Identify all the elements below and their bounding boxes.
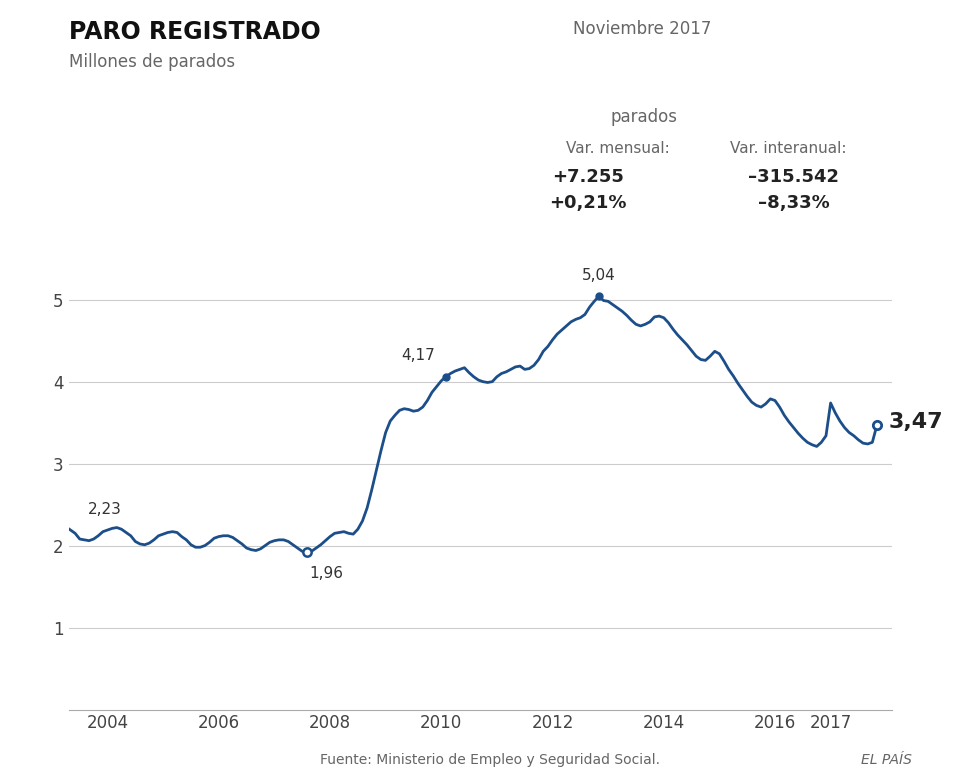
Text: 3.474.281: 3.474.281 <box>577 66 710 89</box>
Text: parados: parados <box>611 108 677 126</box>
Text: 5,04: 5,04 <box>582 268 615 283</box>
Text: Fuente: Ministerio de Empleo y Seguridad Social.: Fuente: Ministerio de Empleo y Seguridad… <box>320 753 660 767</box>
Text: PARO REGISTRADO: PARO REGISTRADO <box>69 20 320 44</box>
Text: 1,96: 1,96 <box>310 566 343 581</box>
Text: +7.255: +7.255 <box>552 168 624 186</box>
Text: Noviembre 2017: Noviembre 2017 <box>572 20 711 38</box>
Text: Var. mensual:: Var. mensual: <box>566 141 670 156</box>
Text: EL PAÍS: EL PAÍS <box>860 753 911 767</box>
Text: 2,23: 2,23 <box>88 502 122 517</box>
Text: Millones de parados: Millones de parados <box>69 53 235 71</box>
Text: 3,47: 3,47 <box>889 412 944 432</box>
Text: Var. interanual:: Var. interanual: <box>730 141 847 156</box>
Text: 4,17: 4,17 <box>401 348 435 363</box>
Text: +0,21%: +0,21% <box>549 194 627 212</box>
Text: –8,33%: –8,33% <box>758 194 830 212</box>
Text: –315.542: –315.542 <box>749 168 839 186</box>
